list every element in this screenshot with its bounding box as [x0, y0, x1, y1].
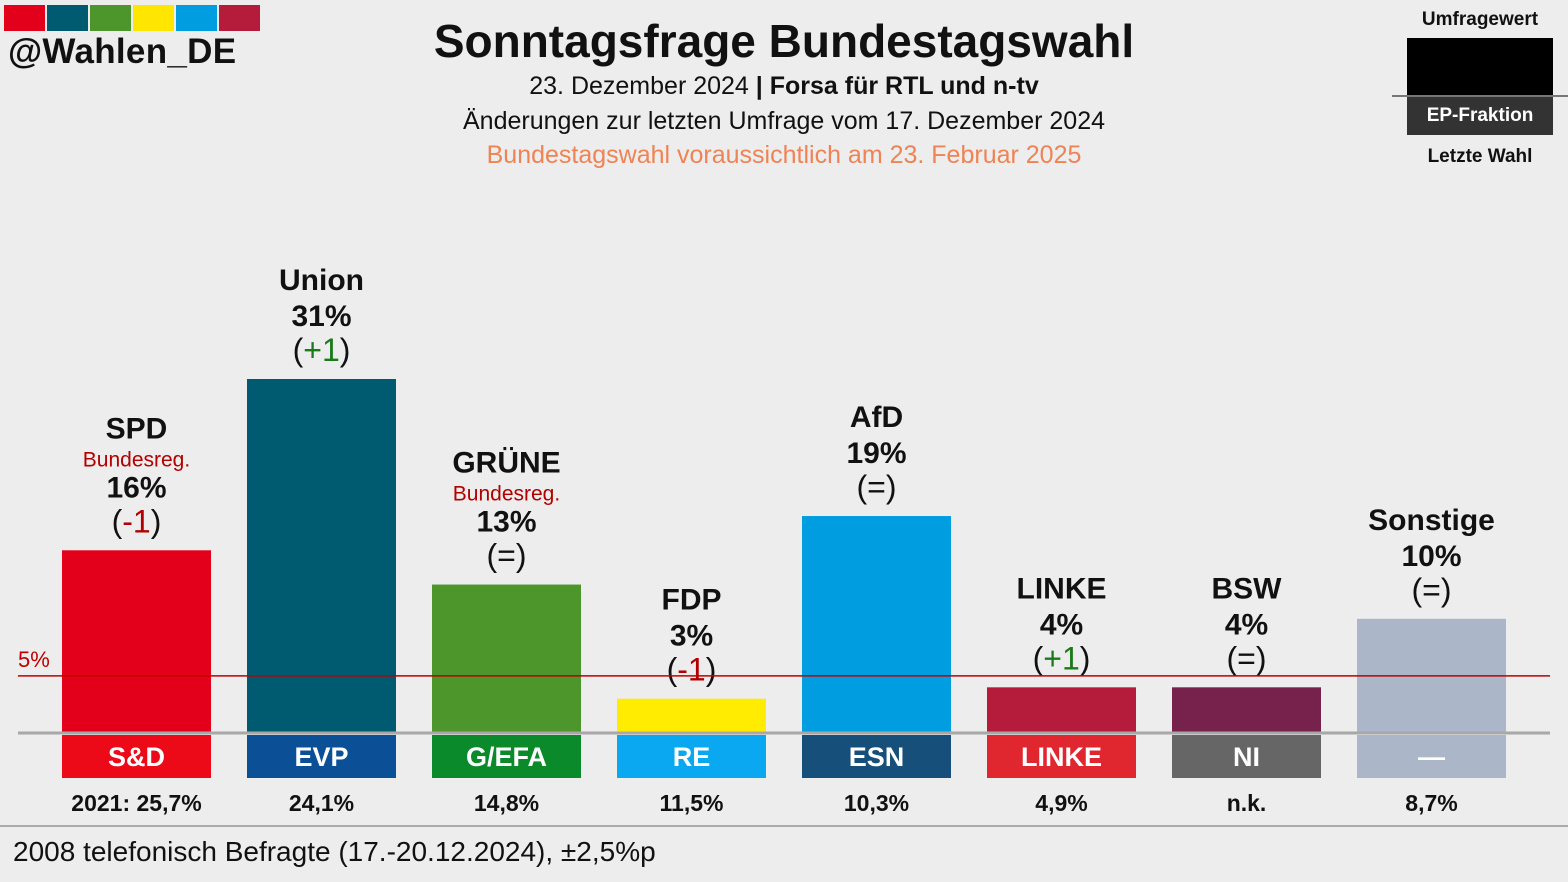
value-label: 3% — [670, 620, 713, 653]
color-swatch — [4, 5, 45, 31]
change-label: (-1) — [112, 503, 162, 539]
legend-poll-label: Umfragewert — [1421, 9, 1539, 30]
ep-group-box — [802, 735, 951, 778]
last-election-label: 24,1% — [289, 790, 354, 816]
ep-group-box — [1357, 735, 1506, 778]
election-note: Bundestagswahl voraussichtlich am 23. Fe… — [486, 141, 1082, 169]
change-label: (=) — [1412, 572, 1452, 608]
government-label: Bundesreg. — [83, 448, 190, 471]
party-label: AfD — [850, 401, 903, 434]
change-label: (+1) — [1033, 640, 1091, 676]
bar-afd — [802, 516, 951, 733]
party-label: BSW — [1212, 572, 1283, 605]
change-label: (-1) — [667, 652, 717, 688]
last-election-label: 14,8% — [474, 790, 539, 816]
ep-group-label: NI — [1233, 742, 1260, 772]
bar-grüne — [432, 584, 581, 733]
party-label: SPD — [106, 412, 168, 445]
ep-group-box — [432, 735, 581, 778]
bar-spd — [62, 550, 211, 733]
party-label: Sonstige — [1368, 504, 1495, 537]
last-election-label: 11,5% — [660, 790, 724, 816]
footnote: 2008 telefonisch Befragte (17.-20.12.202… — [13, 836, 656, 867]
color-swatch — [176, 5, 217, 31]
bar-linke — [987, 687, 1136, 733]
ep-group-box — [1172, 735, 1321, 778]
color-swatch — [47, 5, 88, 31]
last-election-label: n.k. — [1227, 790, 1267, 816]
legend-rule — [1392, 95, 1568, 97]
ep-group-label: ESN — [849, 742, 905, 772]
legend: Umfragewert EP-Fraktion Letzte Wahl — [1392, 0, 1568, 175]
ep-group-label: S&D — [108, 742, 165, 772]
value-label: 13% — [476, 506, 536, 539]
color-strip — [4, 5, 260, 31]
legend-last-election-label: Letzte Wahl — [1427, 146, 1533, 167]
threshold-label: 5% — [18, 647, 50, 672]
ep-group-label: G/EFA — [466, 742, 547, 772]
color-swatch — [90, 5, 131, 31]
government-label: Bundesreg. — [453, 483, 560, 506]
value-label: 4% — [1040, 608, 1083, 641]
value-label: 19% — [846, 437, 906, 470]
ep-group-box — [987, 735, 1136, 778]
poll-institute: Forsa für RTL und n-tv — [769, 72, 1039, 100]
party-label: GRÜNE — [452, 447, 560, 480]
value-label: 16% — [106, 471, 166, 504]
value-label: 10% — [1401, 540, 1461, 573]
change-label: (+1) — [293, 332, 351, 368]
change-line: Änderungen zur letzten Umfrage vom 17. D… — [462, 107, 1106, 135]
poll-date: 23. Dezember 2024 — [529, 72, 749, 100]
ep-group-label: EVP — [294, 742, 348, 772]
ep-group-box — [617, 735, 766, 778]
color-swatch — [219, 5, 260, 31]
legend-poll-box — [1407, 38, 1553, 96]
last-election-label: 8,7% — [1405, 790, 1457, 816]
subtitle-separator: | — [755, 72, 763, 100]
ep-group-label: — — [1418, 742, 1445, 772]
last-election-label: 10,3% — [844, 790, 909, 816]
ep-group-label: LINKE — [1021, 742, 1102, 772]
ep-group-box — [62, 735, 211, 778]
change-label: (=) — [1227, 640, 1267, 676]
ep-group-label: RE — [673, 742, 711, 772]
last-election-label: 2021: 25,7% — [71, 790, 201, 816]
bar-bsw — [1172, 687, 1321, 733]
bar-union — [247, 379, 396, 733]
change-label: (=) — [487, 538, 527, 574]
party-label: LINKE — [1017, 572, 1107, 605]
party-label: FDP — [662, 584, 722, 617]
color-swatch — [133, 5, 174, 31]
ep-group-box — [247, 735, 396, 778]
change-label: (=) — [857, 469, 897, 505]
party-label: Union — [279, 264, 364, 297]
last-election-label: 4,9% — [1035, 790, 1087, 816]
handle: @Wahlen_DE — [8, 32, 237, 71]
legend-ep-label: EP-Fraktion — [1407, 97, 1553, 135]
value-label: 31% — [291, 300, 351, 333]
bottom-rule — [0, 825, 1568, 827]
subtitle: 23. Dezember 2024 | Forsa für RTL und n-… — [0, 72, 1568, 101]
value-label: 4% — [1225, 608, 1268, 641]
bar-fdp — [617, 698, 766, 733]
page-title: Sonntagsfrage Bundestagswahl — [433, 15, 1135, 67]
